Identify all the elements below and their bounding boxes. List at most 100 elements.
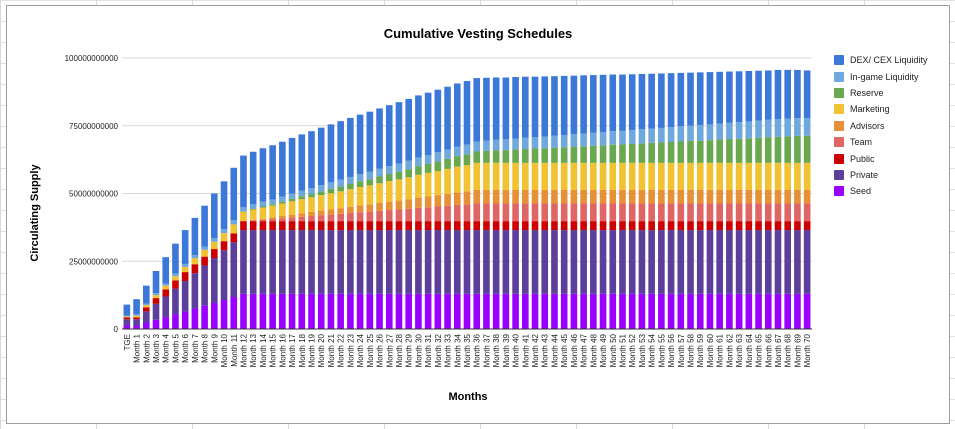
bar-segment-private[interactable] bbox=[376, 230, 383, 294]
bar-segment-team[interactable] bbox=[648, 203, 655, 222]
bar-segment-advisors[interactable] bbox=[415, 197, 422, 208]
bar-segment-reserve[interactable] bbox=[560, 147, 568, 163]
bar-segment-seed[interactable] bbox=[745, 293, 753, 329]
bar-segment-marketing[interactable] bbox=[531, 162, 539, 190]
bar-segment-dex-cex-liquidity[interactable] bbox=[628, 74, 636, 131]
bar-stack[interactable] bbox=[560, 75, 568, 329]
bar-segment-seed[interactable] bbox=[152, 319, 160, 329]
bar-segment-seed[interactable] bbox=[502, 293, 510, 329]
bar-segment-private[interactable] bbox=[211, 257, 218, 303]
bar-segment-public[interactable] bbox=[551, 221, 558, 231]
bar-segment-reserve[interactable] bbox=[356, 181, 364, 187]
bar-segment-private[interactable] bbox=[230, 242, 238, 298]
bar-segment-private[interactable] bbox=[424, 230, 432, 294]
bar-segment-seed[interactable] bbox=[774, 293, 782, 329]
bar-segment-seed[interactable] bbox=[706, 293, 714, 329]
bar-segment-private[interactable] bbox=[142, 311, 150, 323]
bar-segment-reserve[interactable] bbox=[531, 148, 539, 163]
bar-segment-private[interactable] bbox=[415, 230, 422, 294]
bar-segment-public[interactable] bbox=[444, 221, 451, 231]
bar-segment-public[interactable] bbox=[230, 233, 238, 243]
bar-segment-seed[interactable] bbox=[415, 293, 422, 329]
bar-segment-marketing[interactable] bbox=[473, 162, 481, 190]
bar-segment-marketing[interactable] bbox=[211, 241, 218, 250]
bar-segment-marketing[interactable] bbox=[590, 162, 597, 190]
bar-segment-in-game-liquidity[interactable] bbox=[522, 137, 529, 150]
bar-segment-advisors[interactable] bbox=[560, 189, 568, 204]
bar-segment-private[interactable] bbox=[453, 230, 461, 294]
bar-segment-in-game-liquidity[interactable] bbox=[580, 133, 587, 147]
legend-item[interactable]: In-game Liquidity bbox=[834, 68, 928, 84]
bar-segment-dex-cex-liquidity[interactable] bbox=[658, 73, 665, 128]
bar-segment-marketing[interactable] bbox=[726, 162, 733, 190]
bar-segment-public[interactable] bbox=[395, 221, 403, 231]
bar-segment-advisors[interactable] bbox=[259, 218, 267, 220]
bar-segment-reserve[interactable] bbox=[483, 150, 490, 163]
bar-stack[interactable] bbox=[531, 76, 539, 329]
bar-segment-advisors[interactable] bbox=[687, 189, 694, 204]
bar-segment-public[interactable] bbox=[599, 221, 607, 231]
bar-segment-advisors[interactable] bbox=[444, 193, 451, 206]
bar-segment-marketing[interactable] bbox=[279, 203, 286, 216]
bar-segment-reserve[interactable] bbox=[628, 143, 636, 163]
legend-item[interactable]: Public bbox=[834, 150, 928, 166]
bar-segment-dex-cex-liquidity[interactable] bbox=[590, 75, 597, 133]
bar-segment-public[interactable] bbox=[706, 221, 714, 231]
bar-segment-marketing[interactable] bbox=[502, 162, 510, 190]
bar-segment-advisors[interactable] bbox=[803, 189, 811, 204]
bar-segment-in-game-liquidity[interactable] bbox=[803, 118, 811, 136]
bar-segment-seed[interactable] bbox=[492, 293, 500, 329]
bar-stack[interactable] bbox=[755, 70, 762, 329]
bar-segment-reserve[interactable] bbox=[696, 140, 704, 163]
bar-segment-team[interactable] bbox=[531, 203, 539, 222]
bar-segment-private[interactable] bbox=[463, 230, 471, 294]
bar-segment-in-game-liquidity[interactable] bbox=[298, 190, 306, 197]
bar-segment-in-game-liquidity[interactable] bbox=[191, 255, 199, 259]
bar-segment-private[interactable] bbox=[483, 230, 490, 294]
bar-segment-private[interactable] bbox=[259, 230, 267, 294]
bar-segment-seed[interactable] bbox=[570, 293, 578, 329]
bar-segment-seed[interactable] bbox=[609, 293, 617, 329]
bar-segment-private[interactable] bbox=[249, 230, 257, 294]
bar-segment-seed[interactable] bbox=[269, 293, 276, 329]
bar-segment-seed[interactable] bbox=[677, 293, 685, 329]
bar-segment-advisors[interactable] bbox=[677, 189, 685, 204]
bar-segment-reserve[interactable] bbox=[706, 140, 714, 163]
bar-segment-in-game-liquidity[interactable] bbox=[181, 264, 189, 267]
bar-segment-private[interactable] bbox=[123, 319, 131, 326]
bar-stack[interactable] bbox=[570, 75, 578, 329]
bar-segment-team[interactable] bbox=[415, 207, 422, 222]
bar-segment-marketing[interactable] bbox=[570, 162, 578, 190]
bar-segment-advisors[interactable] bbox=[366, 204, 374, 212]
bar-segment-private[interactable] bbox=[473, 230, 481, 294]
bar-segment-public[interactable] bbox=[259, 221, 267, 231]
bar-stack[interactable] bbox=[522, 76, 529, 329]
bar-segment-public[interactable] bbox=[269, 221, 276, 231]
bar-segment-private[interactable] bbox=[570, 230, 578, 294]
bar-segment-in-game-liquidity[interactable] bbox=[288, 193, 296, 199]
bar-segment-reserve[interactable] bbox=[619, 144, 626, 163]
bar-segment-seed[interactable] bbox=[638, 293, 646, 329]
bar-segment-marketing[interactable] bbox=[249, 209, 257, 220]
bar-segment-team[interactable] bbox=[405, 208, 412, 222]
bar-segment-dex-cex-liquidity[interactable] bbox=[308, 131, 315, 189]
bar-segment-dex-cex-liquidity[interactable] bbox=[172, 243, 179, 274]
bar-stack[interactable] bbox=[453, 83, 461, 329]
bar-stack[interactable] bbox=[745, 71, 753, 329]
bar-segment-dex-cex-liquidity[interactable] bbox=[288, 137, 296, 194]
bar-stack[interactable] bbox=[619, 74, 626, 329]
bar-segment-seed[interactable] bbox=[444, 293, 451, 329]
bar-segment-in-game-liquidity[interactable] bbox=[133, 314, 140, 316]
bar-stack[interactable] bbox=[706, 72, 714, 329]
bar-segment-team[interactable] bbox=[502, 203, 510, 222]
bar-segment-team[interactable] bbox=[599, 203, 607, 222]
bar-segment-advisors[interactable] bbox=[658, 189, 665, 204]
bar-segment-in-game-liquidity[interactable] bbox=[123, 315, 131, 317]
bar-segment-in-game-liquidity[interactable] bbox=[590, 132, 597, 146]
bar-segment-reserve[interactable] bbox=[667, 142, 675, 163]
legend-item[interactable]: Marketing bbox=[834, 101, 928, 117]
bar-segment-advisors[interactable] bbox=[512, 189, 519, 204]
bar-stack[interactable] bbox=[376, 108, 383, 329]
bar-segment-advisors[interactable] bbox=[590, 189, 597, 204]
bar-segment-dex-cex-liquidity[interactable] bbox=[376, 108, 383, 169]
